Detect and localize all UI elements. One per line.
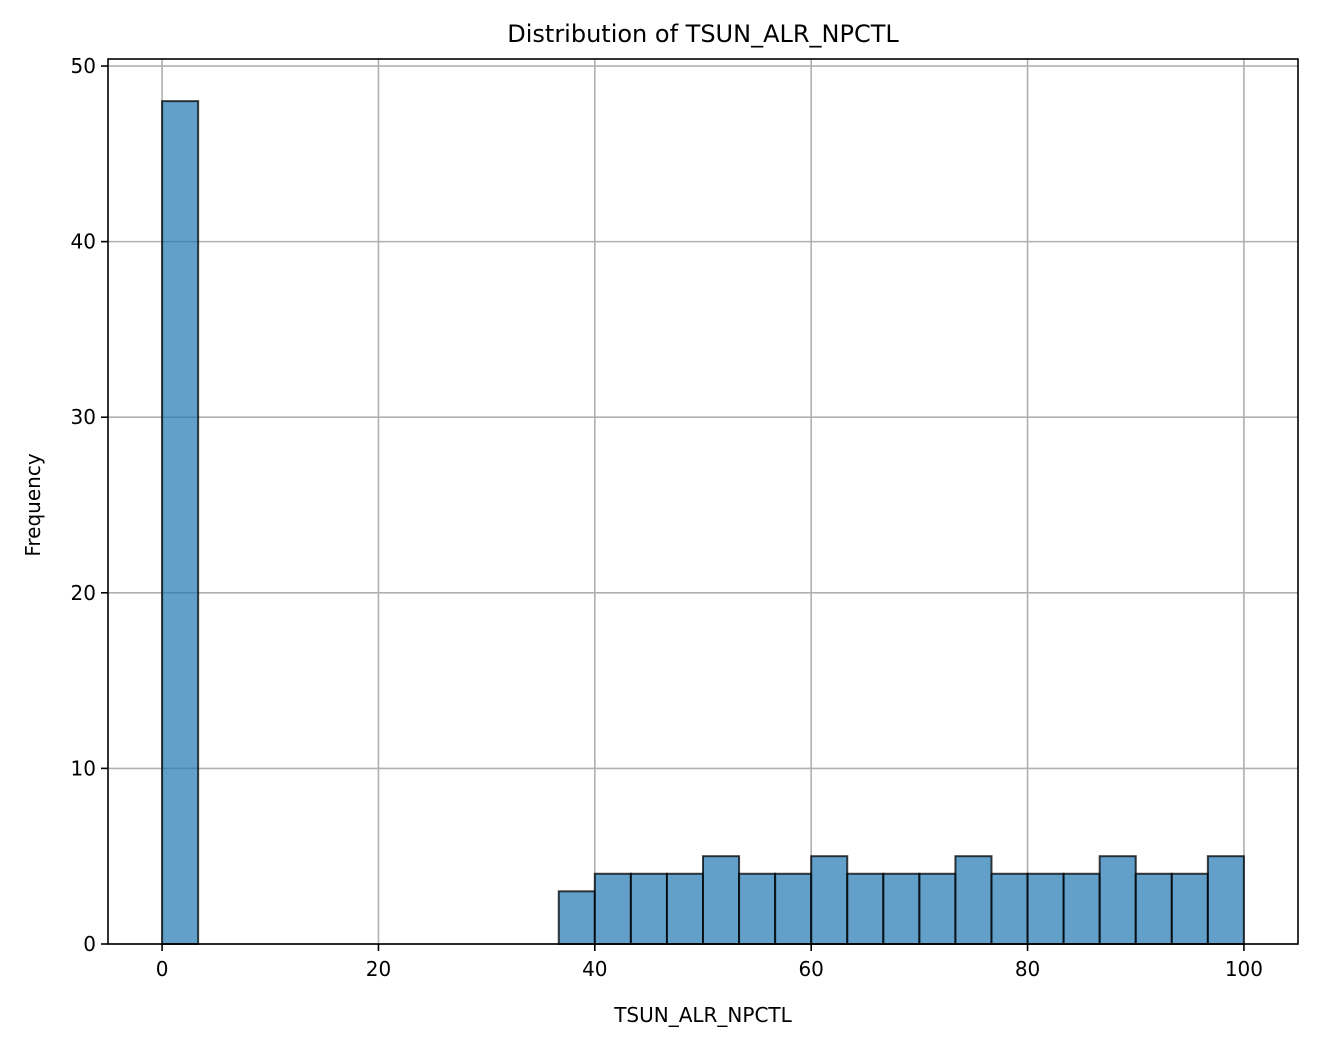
axes-frame (107, 58, 1299, 945)
histogram-bar (161, 100, 200, 945)
x-tick-label: 40 (582, 957, 607, 981)
histogram-bar (774, 872, 813, 945)
x-tick-label: 0 (156, 957, 169, 981)
histogram-bar (738, 872, 777, 945)
y-tick-label: 40 (71, 230, 96, 254)
y-axis-label: Frequency (21, 453, 45, 556)
y-tick-label: 30 (71, 405, 96, 429)
y-tick-label: 50 (71, 54, 96, 78)
x-tick-label: 80 (1015, 957, 1040, 981)
histogram-bar (1026, 872, 1065, 945)
x-axis-ticks: 0 20 40 60 80 100 (156, 944, 1263, 981)
histogram-bar (990, 872, 1029, 945)
plot-frame (107, 58, 1299, 945)
x-tick-label: 20 (366, 957, 391, 981)
histogram-bar (629, 872, 668, 945)
y-tick-label: 10 (71, 756, 96, 780)
x-tick-label: 60 (798, 957, 823, 981)
y-tick-label: 0 (83, 932, 96, 956)
y-axis-ticks: 0 10 20 30 40 50 (71, 54, 108, 956)
histogram-bar (882, 872, 921, 945)
bars-layer (161, 100, 1245, 946)
histogram-bar (593, 872, 632, 945)
histogram-bar (1062, 872, 1101, 945)
histogram-bar (702, 855, 741, 946)
histogram-bar (665, 872, 704, 945)
histogram-bar (1134, 872, 1173, 945)
histogram-bar (557, 890, 596, 945)
x-tick-label: 100 (1225, 957, 1263, 981)
x-axis-label: TSUN_ALR_NPCTL (613, 1003, 792, 1027)
histogram-bar (810, 855, 849, 946)
y-tick-label: 20 (71, 581, 96, 605)
histogram-bar (1098, 855, 1137, 946)
histogram-bar (1170, 872, 1209, 945)
histogram-bar (1206, 855, 1245, 946)
histogram-bar (918, 872, 957, 945)
histogram-bar (954, 855, 993, 946)
histogram-bar (846, 872, 885, 945)
chart-title: Distribution of TSUN_ALR_NPCTL (507, 20, 899, 48)
grid-layer (108, 59, 1298, 945)
